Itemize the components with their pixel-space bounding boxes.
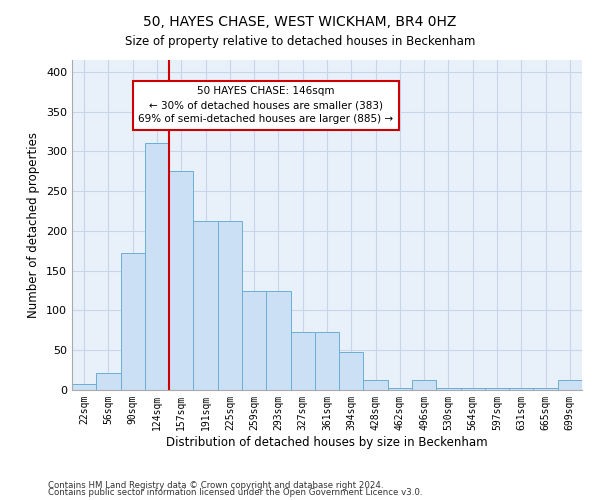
X-axis label: Distribution of detached houses by size in Beckenham: Distribution of detached houses by size … xyxy=(166,436,488,448)
Bar xyxy=(364,380,388,390)
Bar xyxy=(436,388,461,390)
Bar xyxy=(266,290,290,390)
Bar xyxy=(72,384,96,390)
Bar xyxy=(339,352,364,390)
Text: Contains HM Land Registry data © Crown copyright and database right 2024.: Contains HM Land Registry data © Crown c… xyxy=(48,480,383,490)
Bar xyxy=(315,332,339,390)
Bar xyxy=(145,144,169,390)
Bar xyxy=(485,388,509,390)
Text: 50, HAYES CHASE, WEST WICKHAM, BR4 0HZ: 50, HAYES CHASE, WEST WICKHAM, BR4 0HZ xyxy=(143,15,457,29)
Bar xyxy=(412,380,436,390)
Y-axis label: Number of detached properties: Number of detached properties xyxy=(28,132,40,318)
Bar xyxy=(121,253,145,390)
Bar xyxy=(509,388,533,390)
Bar xyxy=(96,372,121,390)
Bar xyxy=(290,332,315,390)
Bar xyxy=(558,380,582,390)
Bar xyxy=(461,388,485,390)
Bar xyxy=(388,388,412,390)
Text: Size of property relative to detached houses in Beckenham: Size of property relative to detached ho… xyxy=(125,35,475,48)
Bar xyxy=(242,290,266,390)
Bar xyxy=(169,170,193,390)
Text: 50 HAYES CHASE: 146sqm
← 30% of detached houses are smaller (383)
69% of semi-de: 50 HAYES CHASE: 146sqm ← 30% of detached… xyxy=(138,86,394,124)
Text: Contains public sector information licensed under the Open Government Licence v3: Contains public sector information licen… xyxy=(48,488,422,497)
Bar xyxy=(533,388,558,390)
Bar xyxy=(218,222,242,390)
Bar xyxy=(193,222,218,390)
